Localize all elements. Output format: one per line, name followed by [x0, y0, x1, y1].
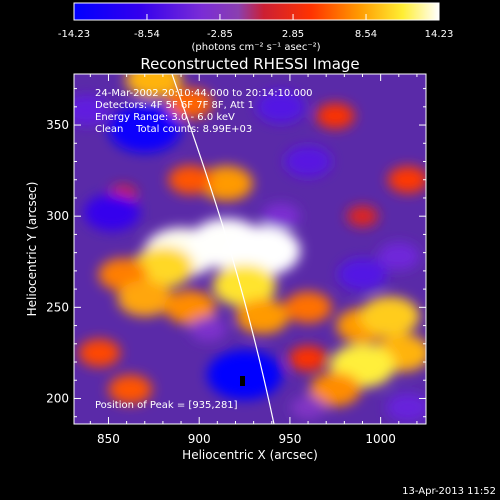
y-tick-label: 250 [46, 300, 69, 314]
heatmap-blob [284, 291, 332, 324]
heatmap-blob [337, 258, 388, 291]
heatmap-blob [387, 166, 426, 194]
colorbar-tick-label: 14.23 [425, 29, 454, 40]
heatmap-blob [132, 246, 194, 288]
info-line-energy: Energy Range: 3.0 - 6.0 keV [95, 112, 235, 123]
footer-timestamp: 13-Apr-2013 11:52 [402, 486, 496, 497]
info-text: 24-Mar-2002 20:10:44.000 to 20:14:10.000… [95, 88, 313, 411]
heatmap-blob [290, 396, 326, 420]
heatmap-blob [190, 317, 227, 342]
info-line-detectors: Detectors: 4F 5F 6F 7F 8F, Att 1 [95, 100, 254, 111]
axes: 850 900 950 1000 200 250 300 350 [46, 74, 426, 446]
heatmap-blob [164, 290, 216, 325]
y-tick-label: 300 [46, 209, 69, 223]
heatmap-blob [83, 193, 141, 232]
heatmap-blob [359, 296, 420, 337]
heatmap-blob [261, 203, 300, 229]
heatmap-blob [309, 372, 361, 407]
heatmap-blob [207, 349, 283, 400]
heatmap-blob [200, 165, 253, 201]
x-tick-label: 950 [278, 432, 301, 446]
y-axis-label: Heliocentric Y (arcsec) [25, 182, 39, 317]
heatmap-blob [256, 90, 306, 124]
heatmap-blob [168, 165, 213, 195]
colorbar-tick-label: -2.85 [207, 29, 233, 40]
peak-position-label: Position of Peak = [935,281] [95, 400, 238, 411]
colorbar-unit-label: (photons cm⁻² s⁻¹ asec⁻²) [191, 42, 320, 53]
heatmap-blob [108, 104, 182, 153]
colorbar-tick-label: 2.85 [282, 29, 304, 40]
colorbar-tick-label: -8.54 [134, 29, 160, 40]
chart-title: Reconstructed RHESSI Image [140, 55, 359, 73]
heatmap-blob [167, 88, 213, 119]
peak-marker [240, 376, 245, 386]
heatmap-blob [108, 374, 153, 404]
y-tick-label: 200 [46, 391, 69, 405]
colorbar-ticks: -14.23 -8.54 -2.85 2.85 8.54 14.23 [58, 14, 453, 40]
heatmap-blob [386, 393, 426, 423]
heatmap-blob [117, 280, 173, 317]
heatmap-blob [74, 95, 110, 126]
x-tick-label: 900 [188, 432, 211, 446]
colorbar-gradient [73, 2, 440, 21]
heatmap-blob [316, 103, 355, 129]
plot-frame [73, 73, 427, 425]
heatmap-blob [346, 205, 379, 227]
y-tick-label: 350 [46, 118, 69, 132]
colorbar: -14.23 -8.54 -2.85 2.85 8.54 14.23 (photons c… [58, 2, 453, 53]
x-axis-label: Heliocentric X (arcsec) [182, 448, 318, 462]
x-tick-label: 1000 [365, 432, 396, 446]
colorbar-tick-label: -14.23 [58, 29, 90, 40]
heatmap-blob [225, 225, 301, 276]
heatmap-blob [288, 345, 328, 372]
x-tick-label: 850 [97, 432, 120, 446]
heatmap-blobs [74, 74, 426, 423]
heatmap-blob [284, 145, 332, 178]
heatmap-blob [125, 74, 182, 99]
heatmap-blob [212, 264, 277, 307]
info-line-time: 24-Mar-2002 20:10:44.000 to 20:14:10.000 [95, 88, 313, 99]
heatmap-image [74, 74, 426, 424]
colorbar-tick-label: 8.54 [355, 29, 377, 40]
heatmap-blob [236, 298, 290, 334]
info-line-clean: Clean Total counts: 8.99E+03 [95, 124, 252, 135]
solar-limb [171, 74, 275, 424]
heatmap-blob [377, 242, 420, 271]
heatmap-blob [78, 338, 121, 367]
